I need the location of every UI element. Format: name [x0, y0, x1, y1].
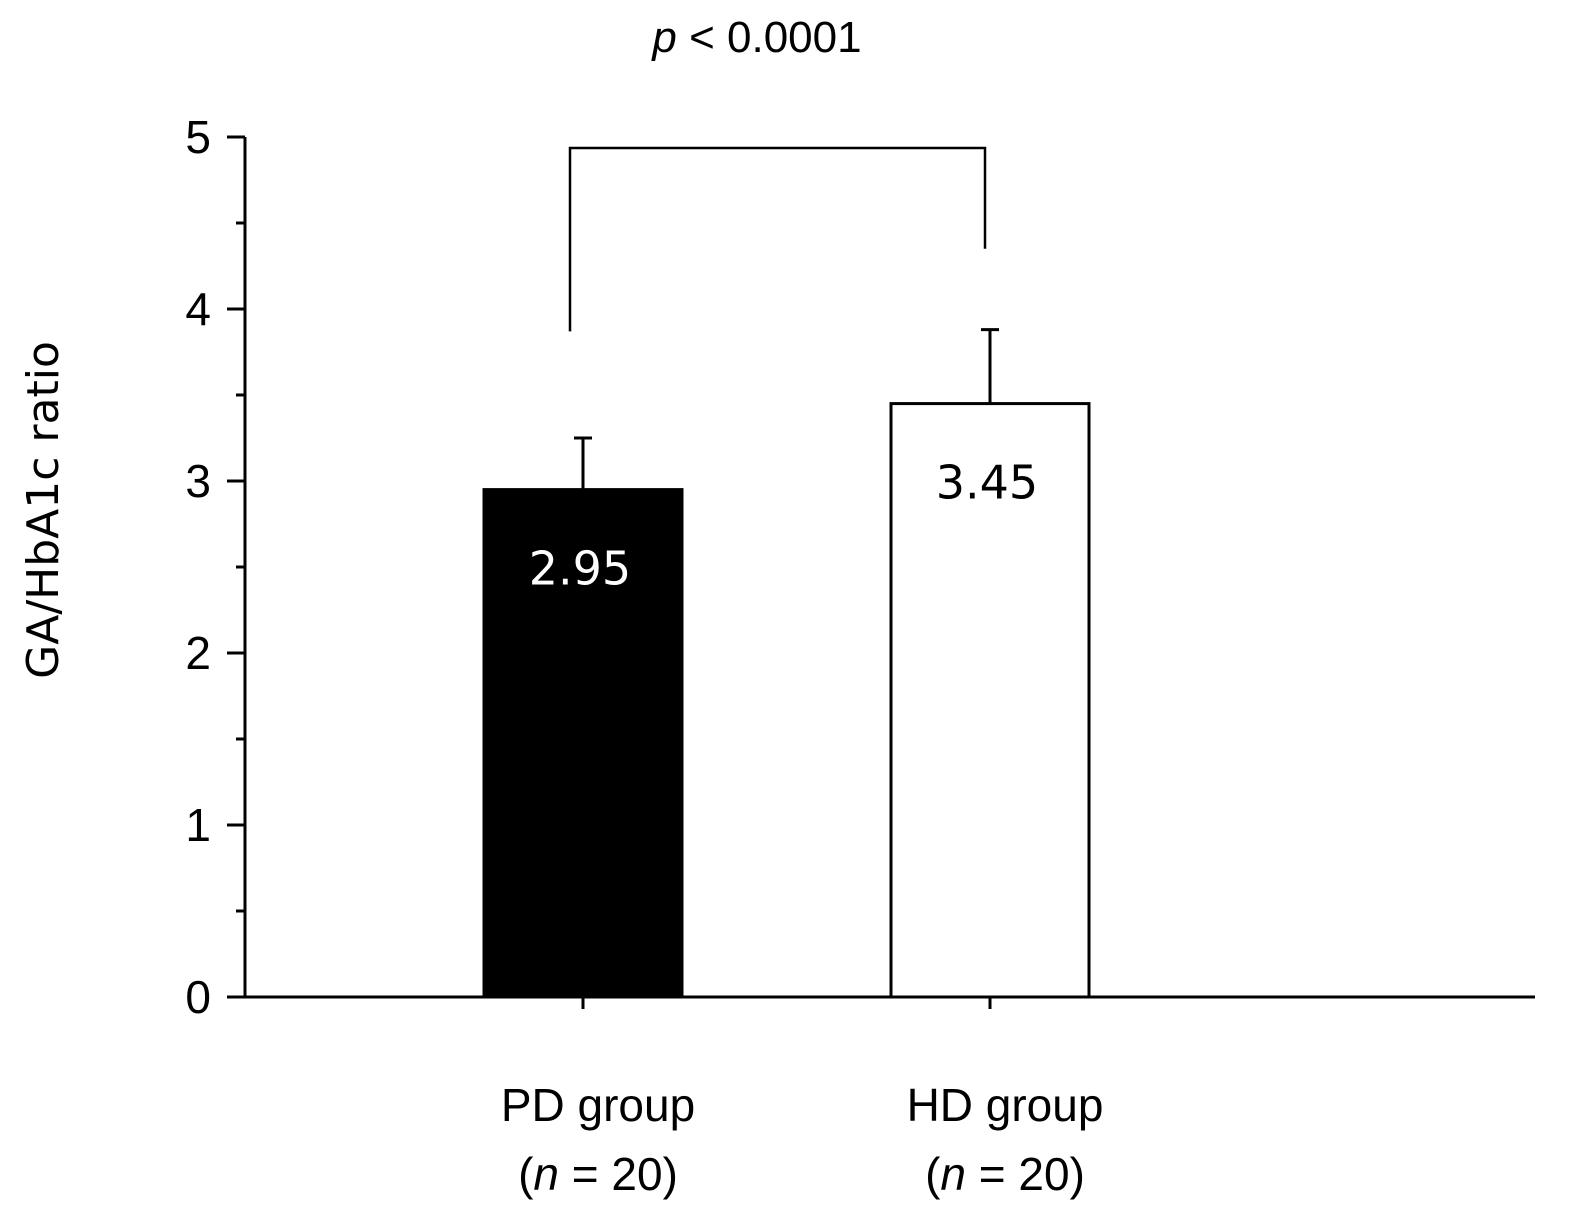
significance-bracket [568, 146, 987, 332]
bar [889, 402, 1091, 999]
value-label: 2.95 [529, 542, 631, 596]
bracket-line [568, 146, 987, 332]
category-n-label: (n = 20) [518, 1148, 678, 1200]
category-label: HD group [907, 1079, 1104, 1131]
y-tick-label: 0 [185, 971, 211, 1023]
error-bars [574, 328, 999, 1009]
y-tick-label: 4 [185, 283, 211, 335]
y-tick-label: 5 [185, 111, 211, 163]
axes [227, 137, 1535, 999]
y-tick-label: 3 [185, 455, 211, 507]
y-ticks: 0 1 2 3 4 5 [185, 111, 245, 1023]
bar [482, 488, 684, 999]
value-labels: 2.95 3.45 [529, 456, 1038, 596]
category-n-label: (n = 20) [925, 1148, 1085, 1200]
y-axis-label: GA/HbA1c ratio [18, 341, 69, 679]
y-tick-label: 1 [185, 799, 211, 851]
bars [482, 402, 1091, 999]
category-label: PD group [501, 1079, 695, 1131]
category-labels: PD group (n = 20) HD group (n = 20) [501, 1079, 1104, 1200]
value-label: 3.45 [936, 456, 1038, 510]
p-value-annotation: p < 0.0001 [650, 13, 861, 62]
y-tick-label: 2 [185, 627, 211, 679]
